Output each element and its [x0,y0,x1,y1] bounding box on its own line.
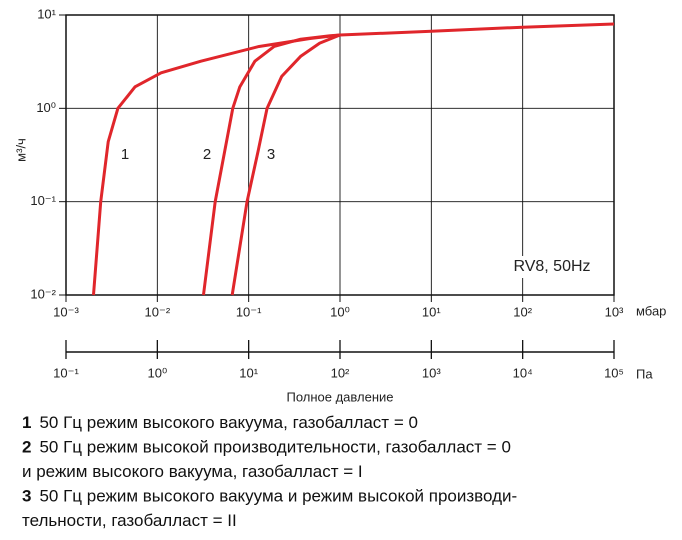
note-text: 50 Гц режим высокого вакуума, газобаллас… [39,413,417,432]
note-text: тельности, газобалласт = II [22,511,237,530]
x2-tick-label: 10³ [422,365,441,380]
note-text: 50 Гц режим высокой производительности, … [39,438,510,457]
curve-label-bg [119,146,131,164]
x-tick-label: 10³ [605,304,624,319]
annotation-bg [498,256,606,278]
curve-label: 2 [203,146,211,163]
note-line: 2 50 Гц режим высокой производительности,… [22,438,511,457]
note-line: 3 50 Гц режим высокого вакуума и режим вы… [22,487,517,506]
x2-tick-label: 10⁻¹ [53,365,79,380]
x-tick-label: 10¹ [422,304,441,319]
curve [230,33,341,296]
x-tick-label: 10⁻³ [53,304,79,319]
x2-tick-label: 10² [331,365,350,380]
x2-unit: Па [636,366,653,381]
x-tick-label: 10² [513,304,532,319]
curve [91,22,615,296]
note-number: 1 [22,413,31,432]
x-tick-label: 10⁻¹ [236,304,262,319]
x-axis-label: Полное давление [286,389,393,404]
curve-label: 3 [267,146,275,163]
y-tick-label: 10¹ [37,6,56,21]
x-tick-label: 10⁻² [145,304,171,319]
x-unit: мбар [636,303,666,318]
note-text: и режим высокого вакуума, газобалласт = … [22,462,363,481]
plot-frame [65,14,615,296]
y-tick-label: 10⁻² [30,286,56,301]
x2-tick-label: 10¹ [239,365,258,380]
note-line: 1 50 Гц режим высокого вакуума, газобалла… [22,413,418,432]
y-tick-label: 10⁻¹ [30,193,56,208]
curve-label: 1 [121,146,129,163]
note-number: 3 [22,487,31,506]
curve [201,33,341,296]
curve-label-bg [265,146,277,164]
curve-label-bg [201,146,213,164]
x2-tick-label: 10⁰ [147,365,167,380]
note-text: 50 Гц режим высокого вакуума и режим выс… [39,487,517,506]
annotation: RV8, 50Hz [513,258,590,275]
x2-tick-label: 10⁵ [604,365,624,380]
note-line: и режим высокого вакуума, газобалласт = … [22,462,363,481]
y-axis-label: м³/ч [13,138,28,162]
note-number: 2 [22,438,31,457]
x-tick-label: 10⁰ [330,304,350,319]
x2-tick-label: 10⁴ [513,365,533,380]
note-line: тельности, газобалласт = II [22,511,237,530]
y-tick-label: 10⁰ [36,100,56,115]
